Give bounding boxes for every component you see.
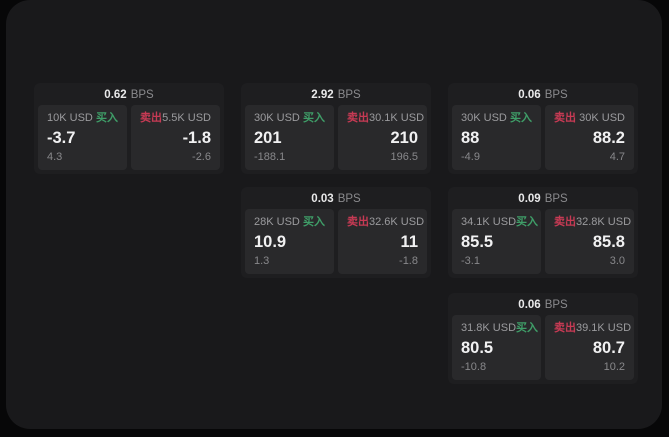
- sell-amount: 39.1K USD: [576, 322, 632, 334]
- sell-tag: 卖出: [554, 322, 576, 334]
- buy-tag: 买入: [510, 112, 532, 124]
- quote-card-4[interactable]: 0.03 BPS 28K USD 买入 10.9 1.3 卖出 32.6K US…: [241, 187, 431, 278]
- bps-value: 0.62: [104, 89, 127, 101]
- buy-price: 201: [254, 128, 282, 147]
- sell-panel[interactable]: 卖出 30K USD 88.2 4.7: [545, 105, 634, 170]
- quote-card-body: 28K USD 买入 10.9 1.3 卖出 32.6K USD 11 -1.8: [245, 209, 427, 274]
- bps-value: 0.09: [518, 193, 541, 205]
- sell-tag: 卖出: [554, 216, 576, 228]
- buy-panel[interactable]: 10K USD 买入 -3.7 4.3: [38, 105, 127, 170]
- bps-unit-label: BPS: [337, 89, 361, 101]
- sell-panel[interactable]: 卖出 32.6K USD 11 -1.8: [338, 209, 427, 274]
- quote-card-1[interactable]: 0.62 BPS 10K USD 买入 -3.7 4.3 卖出 5.5K USD…: [34, 83, 224, 174]
- bps-unit-label: BPS: [337, 193, 361, 205]
- bps-value: 2.92: [311, 89, 334, 101]
- sell-amount: 5.5K USD: [162, 112, 211, 124]
- bps-value: 0.06: [518, 89, 541, 101]
- sell-tag: 卖出: [347, 112, 369, 124]
- sell-price: 88.2: [592, 128, 625, 147]
- bps-header: 0.06 BPS: [452, 87, 634, 104]
- sell-amount: 30K USD: [579, 112, 625, 124]
- quote-card-2[interactable]: 2.92 BPS 30K USD 买入 201 -188.1 卖出 30.1K …: [241, 83, 431, 174]
- sell-tag: 卖出: [140, 112, 162, 124]
- bps-header: 0.09 BPS: [452, 191, 634, 208]
- buy-change: -3.1: [461, 255, 480, 267]
- sell-price: 11: [400, 232, 418, 251]
- buy-change: -4.9: [461, 151, 480, 163]
- buy-panel[interactable]: 28K USD 买入 10.9 1.3: [245, 209, 334, 274]
- sell-panel[interactable]: 卖出 39.1K USD 80.7 10.2: [545, 315, 634, 380]
- quote-card-3[interactable]: 0.06 BPS 30K USD 买入 88 -4.9 卖出 30K USD 8…: [448, 83, 638, 174]
- sell-change: 10.2: [603, 361, 625, 373]
- buy-amount: 34.1K USD: [461, 216, 517, 228]
- sell-tag: 卖出: [554, 112, 576, 124]
- sell-amount: 32.6K USD: [369, 216, 425, 228]
- buy-panel[interactable]: 30K USD 买入 201 -188.1: [245, 105, 334, 170]
- buy-tag: 买入: [96, 112, 118, 124]
- bps-unit-label: BPS: [544, 299, 568, 311]
- sell-change: 196.5: [390, 151, 418, 163]
- quote-card-body: 31.8K USD 买入 80.5 -10.8 卖出 39.1K USD 80.…: [452, 315, 634, 380]
- sell-panel[interactable]: 卖出 5.5K USD -1.8 -2.6: [131, 105, 220, 170]
- sell-change: 4.7: [609, 151, 625, 163]
- buy-price: 80.5: [461, 338, 494, 357]
- bps-header: 0.06 BPS: [452, 297, 634, 314]
- quote-card-6[interactable]: 0.06 BPS 31.8K USD 买入 80.5 -10.8 卖出 39.1…: [448, 293, 638, 384]
- bps-value: 0.03: [311, 193, 334, 205]
- bps-unit-label: BPS: [544, 193, 568, 205]
- quote-card-body: 30K USD 买入 88 -4.9 卖出 30K USD 88.2 4.7: [452, 105, 634, 170]
- buy-panel[interactable]: 31.8K USD 买入 80.5 -10.8: [452, 315, 541, 380]
- buy-price: 85.5: [461, 232, 494, 251]
- bps-header: 0.62 BPS: [38, 87, 220, 104]
- buy-price: 88: [461, 128, 480, 147]
- buy-change: 1.3: [254, 255, 270, 267]
- sell-tag: 卖出: [347, 216, 369, 228]
- bps-unit-label: BPS: [544, 89, 568, 101]
- buy-amount: 10K USD: [47, 112, 93, 124]
- sell-amount: 30.1K USD: [369, 112, 425, 124]
- bps-value: 0.06: [518, 299, 541, 311]
- buy-change: -10.8: [461, 361, 487, 373]
- bps-header: 0.03 BPS: [245, 191, 427, 208]
- sell-change: 3.0: [609, 255, 625, 267]
- buy-tag: 买入: [303, 112, 325, 124]
- sell-panel[interactable]: 卖出 32.8K USD 85.8 3.0: [545, 209, 634, 274]
- buy-price: -3.7: [47, 128, 76, 147]
- buy-price: 10.9: [254, 232, 287, 251]
- buy-panel[interactable]: 30K USD 买入 88 -4.9: [452, 105, 541, 170]
- buy-panel[interactable]: 34.1K USD 买入 85.5 -3.1: [452, 209, 541, 274]
- buy-tag: 买入: [516, 216, 539, 228]
- sell-price: 80.7: [592, 338, 625, 357]
- sell-amount: 32.8K USD: [576, 216, 632, 228]
- sell-change: -1.8: [399, 255, 418, 267]
- bps-unit-label: BPS: [130, 89, 154, 101]
- sell-price: -1.8: [182, 128, 211, 147]
- quote-card-5[interactable]: 0.09 BPS 34.1K USD 买入 85.5 -3.1 卖出 32.8K…: [448, 187, 638, 278]
- sell-change: -2.6: [192, 151, 211, 163]
- buy-amount: 28K USD: [254, 216, 300, 228]
- quote-card-body: 30K USD 买入 201 -188.1 卖出 30.1K USD 210 1…: [245, 105, 427, 170]
- sell-panel[interactable]: 卖出 30.1K USD 210 196.5: [338, 105, 427, 170]
- buy-change: -188.1: [254, 151, 286, 163]
- sell-price: 85.8: [592, 232, 625, 251]
- buy-amount: 31.8K USD: [461, 322, 517, 334]
- quote-card-body: 10K USD 买入 -3.7 4.3 卖出 5.5K USD -1.8 -2.…: [38, 105, 220, 170]
- buy-tag: 买入: [303, 216, 325, 228]
- buy-change: 4.3: [47, 151, 63, 163]
- quote-card-body: 34.1K USD 买入 85.5 -3.1 卖出 32.8K USD 85.8…: [452, 209, 634, 274]
- sell-price: 210: [390, 128, 418, 147]
- buy-amount: 30K USD: [461, 112, 507, 124]
- buy-amount: 30K USD: [254, 112, 300, 124]
- buy-tag: 买入: [516, 322, 539, 334]
- bps-header: 2.92 BPS: [245, 87, 427, 104]
